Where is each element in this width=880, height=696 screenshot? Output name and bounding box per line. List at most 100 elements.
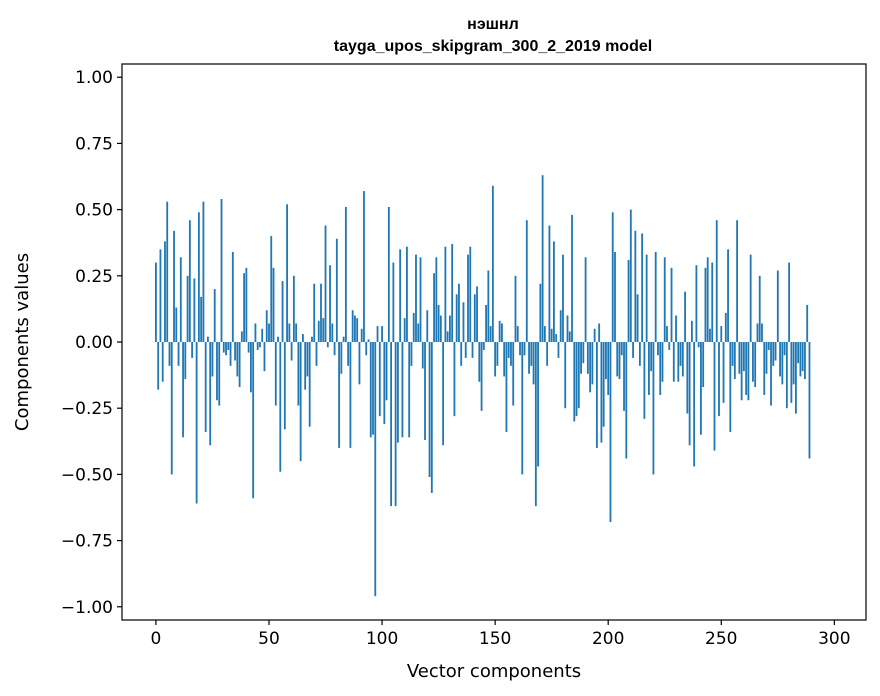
bar bbox=[390, 342, 393, 507]
bar bbox=[234, 342, 236, 361]
bar bbox=[648, 342, 650, 395]
bar bbox=[537, 342, 539, 467]
bar bbox=[299, 342, 302, 462]
bar bbox=[399, 249, 402, 342]
bar bbox=[186, 275, 189, 342]
bar bbox=[770, 342, 772, 406]
bar bbox=[747, 342, 750, 401]
bar bbox=[455, 294, 458, 342]
bar bbox=[758, 275, 761, 342]
bar bbox=[170, 342, 173, 475]
bar bbox=[229, 342, 232, 366]
bar bbox=[369, 342, 372, 438]
bar bbox=[711, 262, 714, 342]
bar bbox=[433, 273, 435, 342]
bar bbox=[363, 191, 365, 342]
bar bbox=[736, 220, 739, 342]
bar bbox=[381, 326, 383, 342]
bar bbox=[458, 283, 460, 342]
chart-title: нэшнл bbox=[467, 16, 519, 33]
x-tick-label: 250 bbox=[705, 629, 737, 649]
bar bbox=[722, 342, 725, 403]
bar bbox=[523, 342, 526, 356]
bar bbox=[247, 342, 250, 353]
bar bbox=[679, 342, 682, 366]
bar bbox=[548, 225, 551, 342]
bar bbox=[211, 342, 214, 377]
bar bbox=[702, 342, 705, 388]
bar bbox=[155, 262, 157, 342]
bar bbox=[629, 209, 632, 342]
bar bbox=[636, 294, 639, 342]
bar bbox=[182, 342, 184, 438]
bar bbox=[421, 342, 424, 369]
bar bbox=[625, 342, 628, 459]
bar bbox=[638, 342, 641, 366]
bar bbox=[539, 283, 542, 342]
bar bbox=[632, 342, 634, 358]
bar bbox=[193, 278, 196, 342]
bar bbox=[473, 294, 476, 342]
bar bbox=[159, 249, 162, 342]
bar bbox=[236, 342, 239, 377]
bar bbox=[756, 323, 759, 342]
bar bbox=[250, 342, 252, 393]
bar bbox=[568, 331, 571, 342]
bar bbox=[605, 342, 607, 380]
bar bbox=[704, 267, 707, 342]
bars-group bbox=[155, 175, 811, 597]
bar bbox=[616, 342, 619, 377]
plot-area-frame bbox=[121, 63, 867, 621]
bar bbox=[525, 220, 528, 342]
bar bbox=[329, 265, 331, 342]
bar bbox=[471, 342, 474, 358]
bar bbox=[657, 342, 659, 356]
bar bbox=[161, 342, 164, 382]
bar bbox=[609, 342, 612, 523]
x-tick-label: 200 bbox=[592, 629, 624, 649]
bar bbox=[546, 342, 549, 366]
x-axis-ticks: 0 50 100 150 200 250 300 bbox=[151, 620, 851, 649]
bar bbox=[654, 251, 657, 342]
bar bbox=[582, 342, 585, 364]
bar bbox=[614, 251, 616, 342]
bar bbox=[534, 342, 537, 507]
bar bbox=[564, 342, 567, 409]
bar bbox=[740, 342, 743, 401]
bar bbox=[496, 342, 499, 366]
y-tick-label: 0.50 bbox=[75, 201, 113, 221]
bar bbox=[286, 204, 288, 342]
bar bbox=[281, 281, 284, 342]
bar bbox=[666, 326, 668, 342]
bar bbox=[394, 342, 397, 507]
bar bbox=[514, 275, 517, 342]
bar bbox=[283, 342, 286, 430]
bar bbox=[675, 315, 677, 342]
bar bbox=[684, 291, 686, 342]
bar bbox=[801, 342, 804, 372]
bar bbox=[724, 312, 727, 342]
y-tick-label: −0.50 bbox=[61, 465, 113, 485]
bar bbox=[618, 342, 621, 380]
bar bbox=[449, 315, 451, 342]
y-axis-label: Components values bbox=[12, 253, 33, 431]
bar bbox=[344, 206, 347, 342]
bar bbox=[460, 342, 463, 366]
bar bbox=[541, 175, 544, 342]
bar bbox=[274, 342, 277, 406]
bar bbox=[218, 342, 221, 406]
bar bbox=[442, 342, 445, 446]
bar bbox=[672, 342, 675, 382]
bar bbox=[376, 326, 379, 342]
bar bbox=[738, 342, 741, 374]
bar bbox=[700, 342, 702, 435]
bar bbox=[661, 342, 664, 382]
bar bbox=[209, 342, 212, 446]
bar bbox=[733, 342, 736, 380]
bar bbox=[430, 342, 433, 493]
bar bbox=[645, 254, 648, 342]
bar bbox=[227, 342, 230, 350]
bar bbox=[191, 342, 194, 358]
bar bbox=[501, 323, 503, 342]
bar bbox=[326, 342, 329, 348]
